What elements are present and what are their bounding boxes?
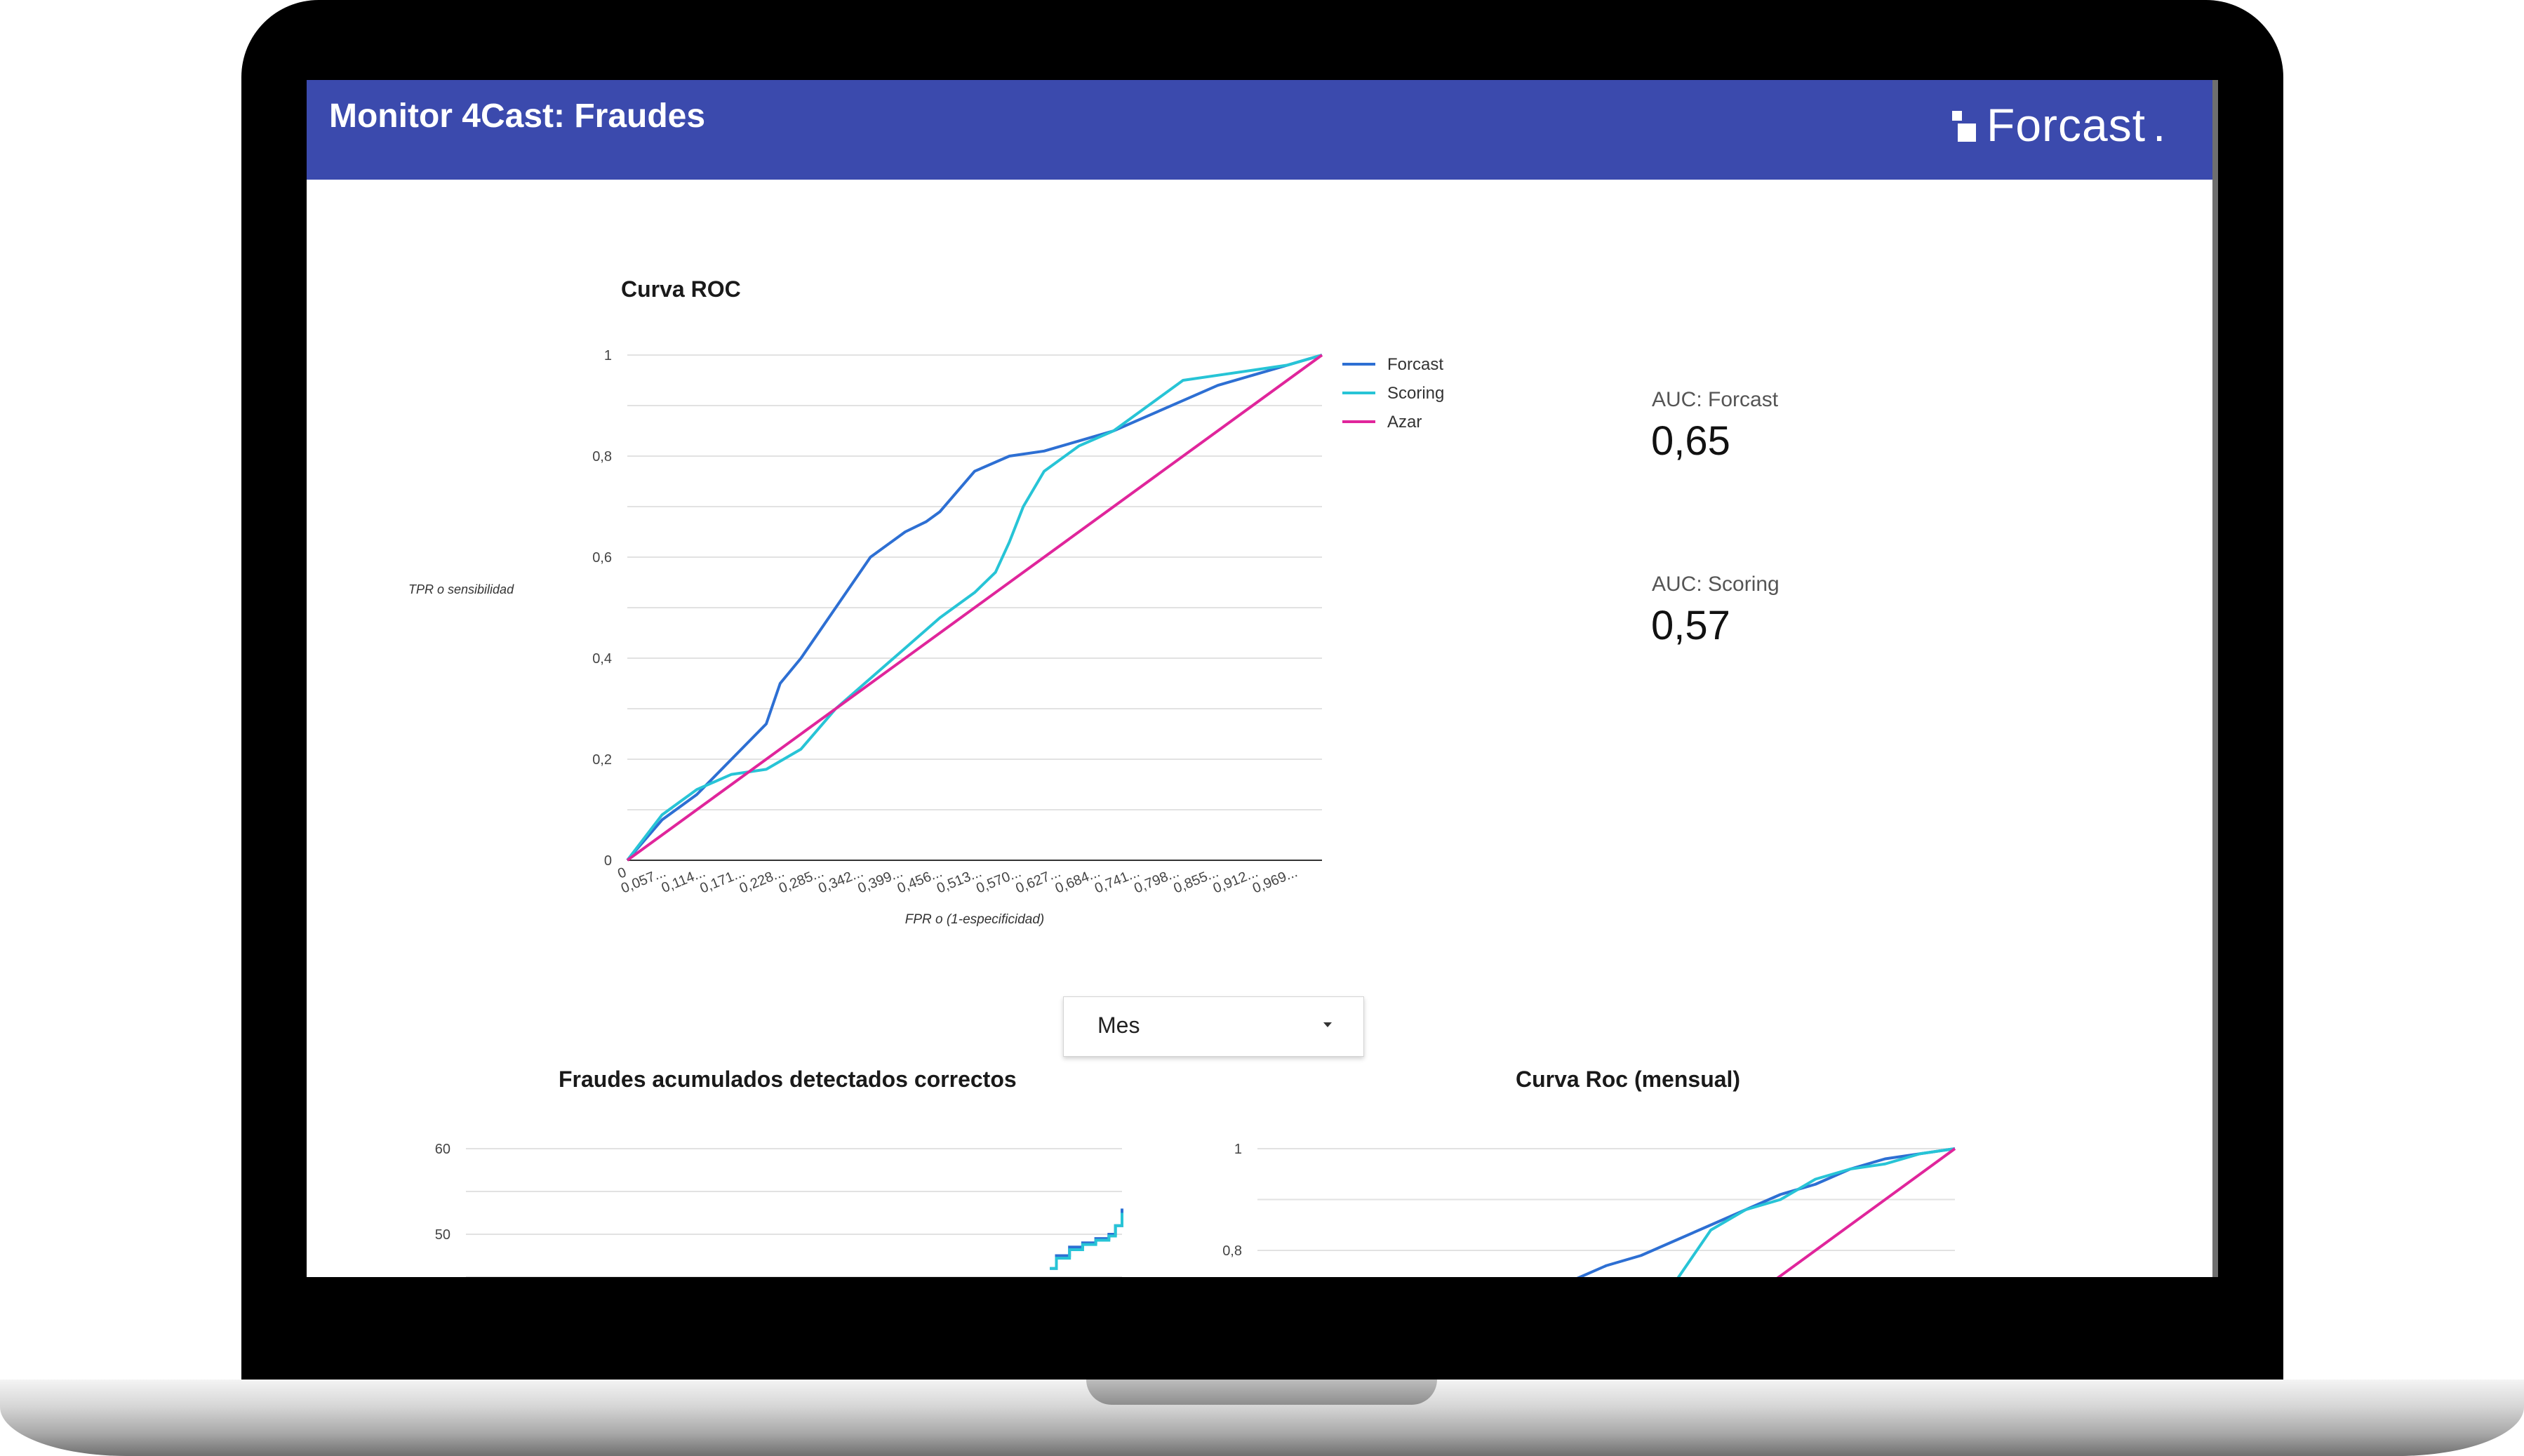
roc-series-forcast [626,354,1323,862]
period-dropdown[interactable]: Mes [1063,996,1364,1057]
app-title: Monitor 4Cast: Fraudes [329,98,706,135]
cumulative-chart-title: Fraudes acumulados detectados correctos [559,1067,1017,1092]
auc-forcast-value: 0,65 [1651,418,1730,464]
cumulative-series-line [1050,1213,1123,1270]
brand-name: Forcast. [1987,98,2166,152]
monthly-roc-y-tick-label: 0,8 [1222,1243,1242,1259]
period-dropdown-value: Mes [1097,1013,1140,1038]
dashboard-screen: Monitor 4Cast: Fraudes Forcast. Curva RO… [307,80,2218,1277]
monthly-roc-series-scoring [1676,1147,1956,1277]
caret-down-icon[interactable] [1323,1022,1332,1027]
scrollbar-edge [2212,80,2218,1277]
monthly-roc-series-forcast [1576,1147,1956,1277]
forcast-logo-icon [1952,111,1976,142]
roc-series-azar [626,354,1323,862]
auc-scoring-label: AUC: Scoring [1652,573,1780,596]
roc-legend-label: Scoring [1387,384,1444,403]
monthly-roc-chart-title: Curva Roc (mensual) [1516,1067,1741,1092]
roc-legend-label: Azar [1387,413,1422,432]
monthly-roc-y-tick-label: 1 [1234,1142,1242,1157]
brand-name-text: Forcast [1987,99,2146,151]
bottom-charts: 60 50 1 0,8 [435,1142,1956,1277]
roc-y-tick-label: 0,6 [592,550,612,566]
roc-legend-label: Forcast [1387,355,1443,374]
cumulative-y-tick-label: 60 [435,1142,450,1157]
brand-dot: . [2153,99,2167,151]
roc-y-tick-label: 0,4 [592,651,612,667]
roc-y-tick-label: 0,2 [592,752,612,768]
roc-chart-title: Curva ROC [621,276,741,302]
auc-scoring-value: 0,57 [1651,603,1730,648]
roc-y-tick-label: 1 [604,348,612,363]
monthly-roc-series-azar [1776,1147,1956,1277]
laptop-notch [1086,1380,1437,1405]
roc-chart: 00,20,40,60,8100,057...0,114...0,171...0… [408,348,1444,927]
roc-y-axis-title: TPR o sensibilidad [408,582,514,596]
cumulative-y-tick-label: 50 [435,1227,450,1243]
roc-y-tick-label: 0 [604,853,612,869]
roc-y-tick-label: 0,8 [592,449,612,465]
auc-forcast-label: AUC: Forcast [1652,388,1779,411]
app-header: Monitor 4Cast: Fraudes Forcast. [307,80,2212,180]
roc-series-scoring [626,354,1323,862]
roc-x-axis-title: FPR o (1-especificidad) [905,912,1045,927]
